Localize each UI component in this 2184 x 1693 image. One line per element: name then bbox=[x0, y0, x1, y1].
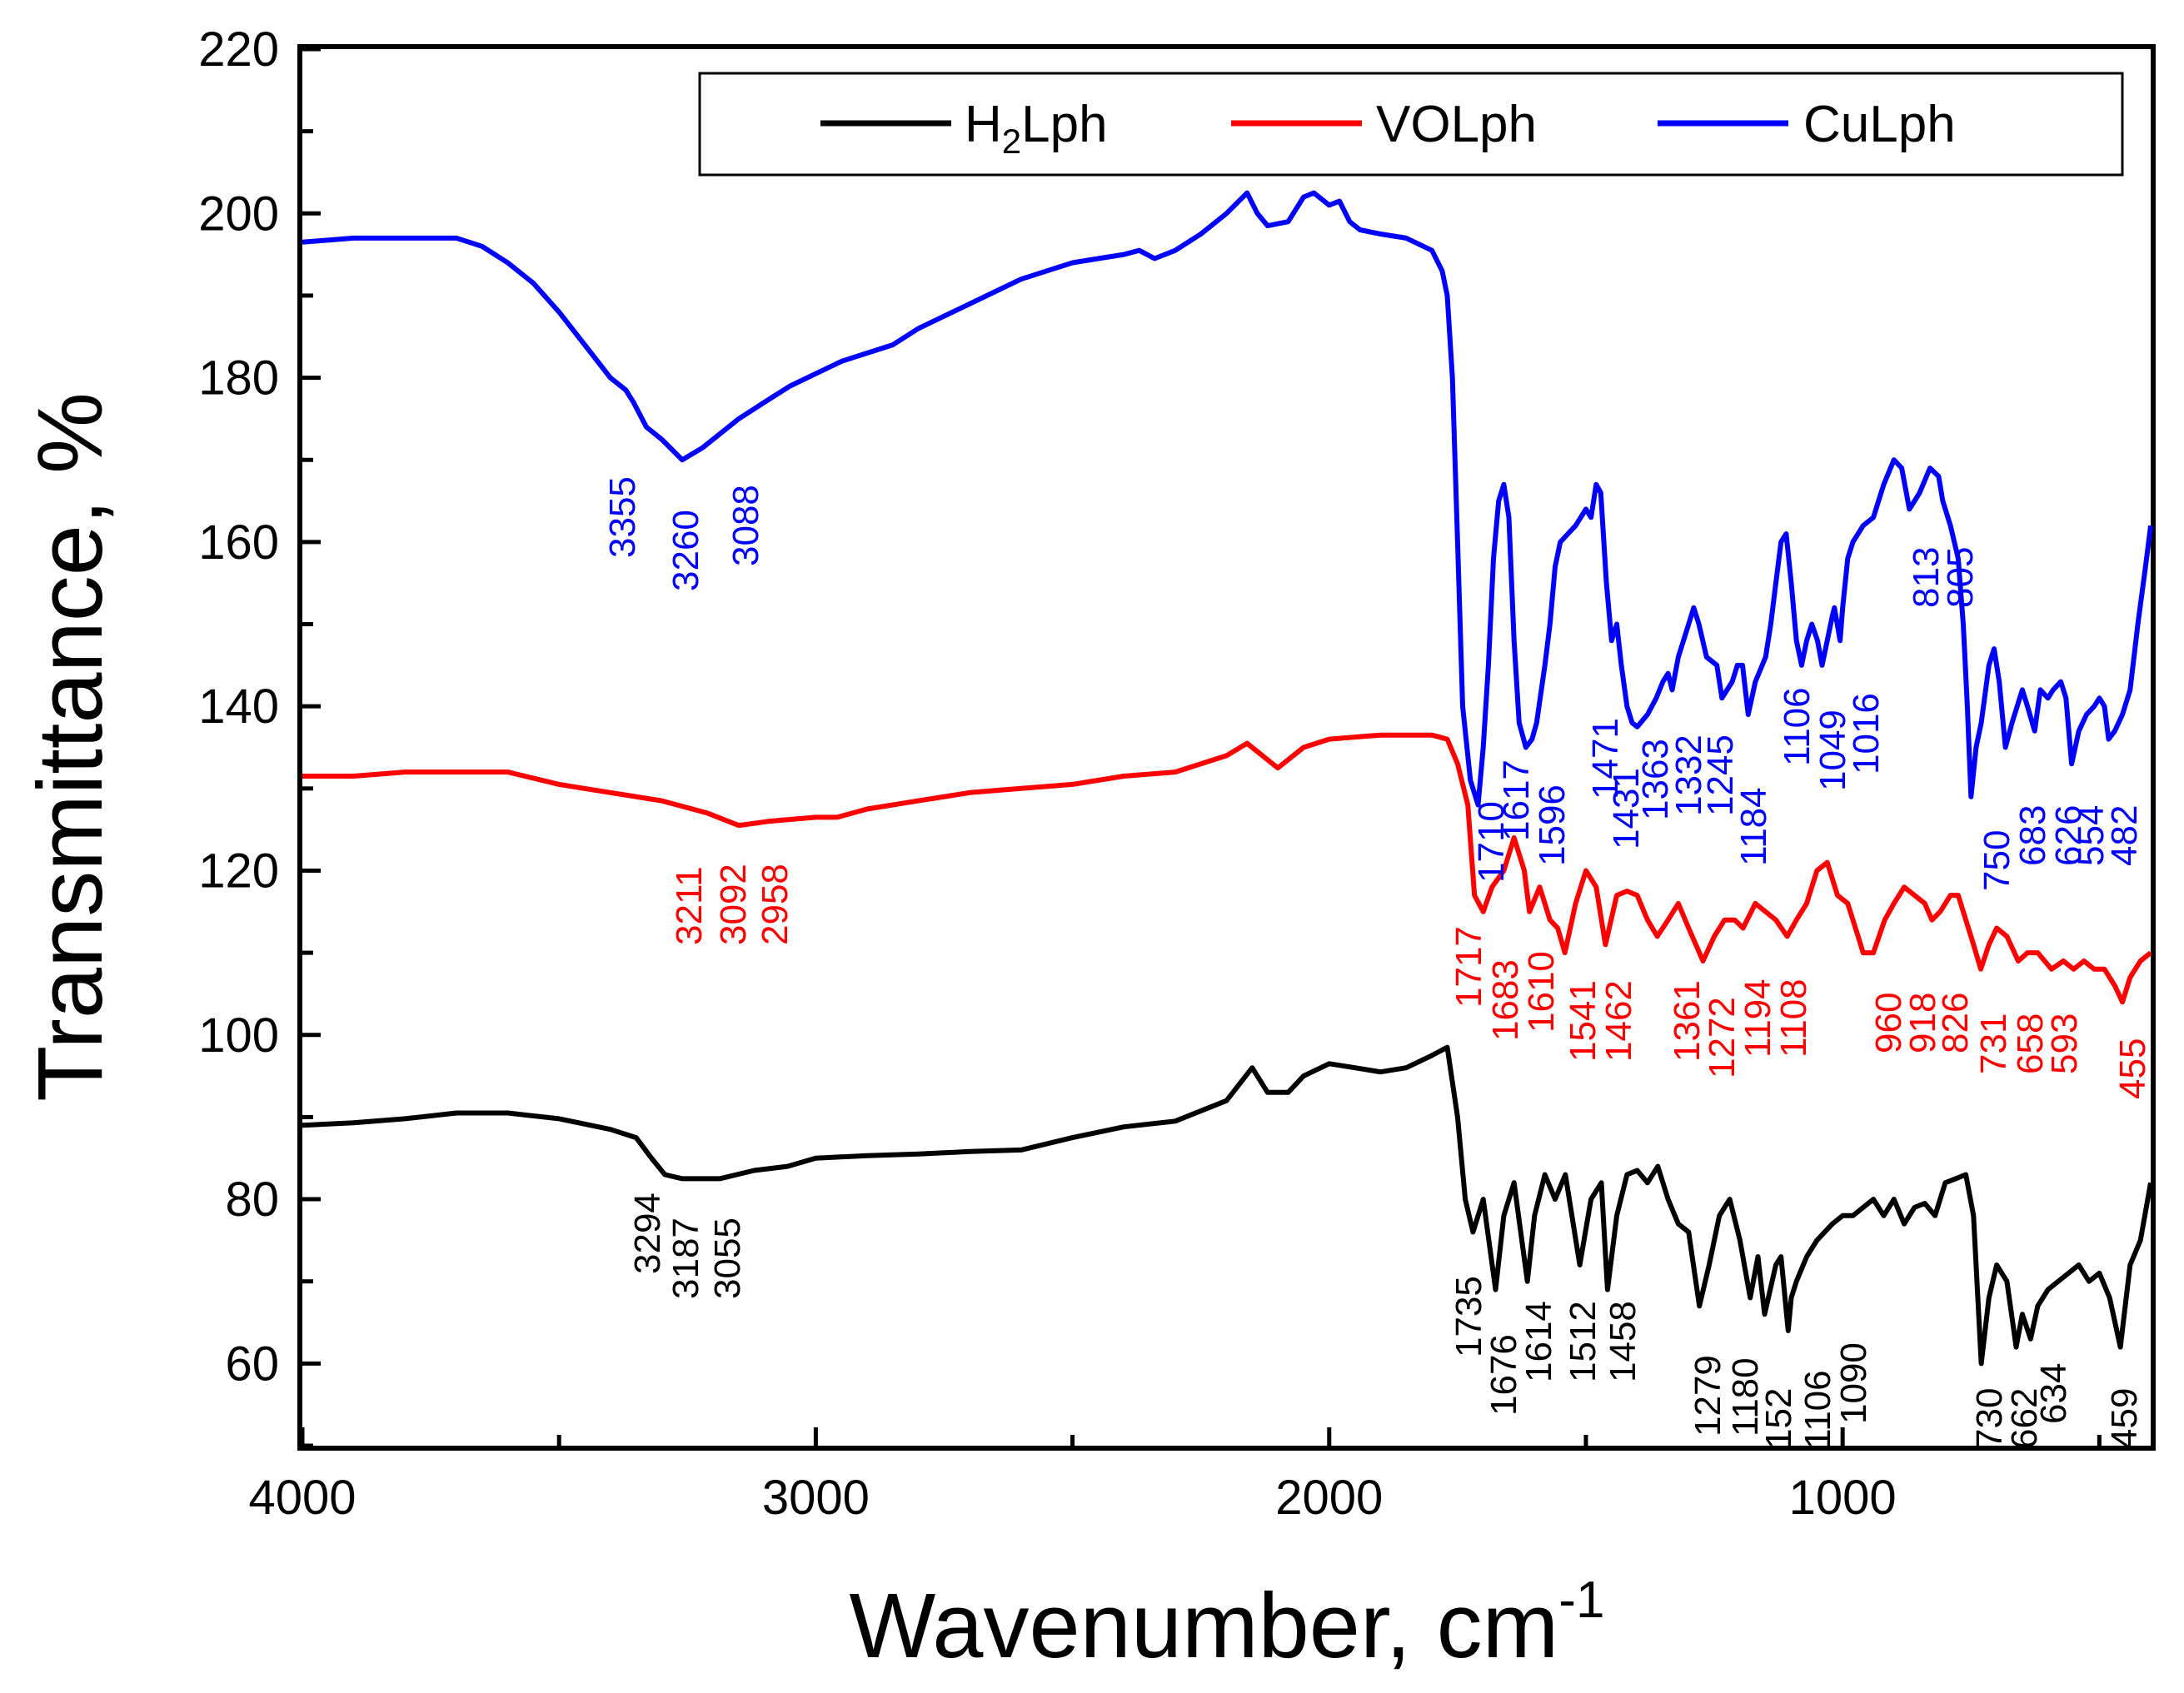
peak-label: 1180 bbox=[1725, 1357, 1766, 1437]
peak-label: 1462 bbox=[1598, 980, 1639, 1062]
y-tick-label: 80 bbox=[225, 1173, 279, 1227]
x-tick-label: 3000 bbox=[762, 1471, 870, 1525]
peak-label: 455 bbox=[2112, 1038, 2153, 1099]
peak-label: 459 bbox=[2104, 1388, 2145, 1449]
peak-label: 1194 bbox=[1738, 978, 1778, 1058]
legend: H2Lph VOLph CuLph bbox=[698, 72, 2124, 177]
peak-label: 1458 bbox=[1603, 1301, 1643, 1382]
y-tick-label: 100 bbox=[198, 1008, 279, 1063]
y-tick-label: 220 bbox=[198, 22, 279, 77]
peak-label: 662 bbox=[2004, 1388, 2045, 1449]
peak-label: 683 bbox=[2012, 805, 2053, 866]
legend-label-h2lph: H2Lph bbox=[965, 96, 1108, 161]
peak-label: 593 bbox=[2044, 1013, 2085, 1074]
peak-label: 805 bbox=[1940, 547, 1981, 608]
peak-label: 1610 bbox=[1521, 951, 1562, 1033]
y-tick-label: 60 bbox=[225, 1337, 279, 1391]
x-tick-label: 4000 bbox=[248, 1471, 356, 1525]
peak-label: 960 bbox=[1868, 993, 1909, 1053]
peak-label: 1676 bbox=[1483, 1334, 1524, 1416]
peak-label: 1049 bbox=[1813, 710, 1853, 791]
peak-label: 1512 bbox=[1563, 1301, 1603, 1382]
peak-label: 731 bbox=[1973, 1013, 2014, 1074]
peak-label: 3294 bbox=[627, 1193, 668, 1274]
peak-label: 1431 bbox=[1606, 768, 1647, 849]
series-lines bbox=[302, 190, 2153, 1367]
peak-label: 1541 bbox=[1563, 980, 1603, 1062]
peak-label: 626 bbox=[2048, 805, 2089, 866]
series-line-culph bbox=[302, 190, 2153, 808]
peak-label: 1016 bbox=[1846, 693, 1887, 774]
peak-label: 1272 bbox=[1702, 997, 1743, 1078]
peak-label: 2958 bbox=[755, 864, 795, 945]
x-axis-title-main: Wavenumber, cm bbox=[850, 1575, 1559, 1677]
peak-label: 3092 bbox=[713, 864, 754, 945]
peak-label: 1617 bbox=[1496, 759, 1537, 841]
peak-label: 1184 bbox=[1733, 787, 1774, 866]
peak-label: 1471 bbox=[1585, 718, 1626, 799]
peak-label: 1363 bbox=[1635, 739, 1676, 820]
peak-label: 918 bbox=[1902, 993, 1943, 1053]
x-axis-title-sup: -1 bbox=[1558, 1571, 1604, 1629]
peak-label: 1245 bbox=[1700, 734, 1741, 816]
y-tick-label: 180 bbox=[198, 351, 279, 406]
peak-label: 1108 bbox=[1773, 978, 1814, 1058]
series-line-h2lph bbox=[302, 1044, 2153, 1367]
peak-label: 1090 bbox=[1833, 1342, 1874, 1424]
peak-label: 1614 bbox=[1518, 1301, 1559, 1382]
x-axis-title: Wavenumber, cm-1 bbox=[850, 1571, 1605, 1677]
peak-label: 1735 bbox=[1449, 1276, 1489, 1357]
y-tick-label: 120 bbox=[198, 844, 279, 898]
y-tick-labels: 60 80 100 120 140 160 180 200 220 bbox=[198, 22, 279, 1391]
peak-label: 1361 bbox=[1667, 980, 1708, 1062]
peak-label: 3211 bbox=[669, 866, 710, 945]
peak-label: 826 bbox=[1935, 993, 1976, 1053]
peak-label: 1106 bbox=[1798, 1370, 1838, 1449]
peak-label: 813 bbox=[1906, 547, 1947, 608]
peak-label: 1106 bbox=[1777, 687, 1818, 766]
legend-label-rest: Lph bbox=[1021, 96, 1107, 153]
legend-label-main: H bbox=[965, 96, 1002, 153]
y-tick-label: 160 bbox=[198, 515, 279, 570]
peak-annotations: 3294 3187 3055 1735 1676 1614 1512 1458 … bbox=[602, 476, 2153, 1449]
legend-label-volph: VOLph bbox=[1376, 96, 1537, 153]
peak-label: 1683 bbox=[1485, 959, 1526, 1041]
peak-label: 482 bbox=[2104, 805, 2145, 866]
peak-label: 658 bbox=[2010, 1013, 2051, 1074]
peak-label: 634 bbox=[2033, 1363, 2074, 1424]
peak-label: 152 bbox=[1758, 1388, 1799, 1449]
legend-label-culph: CuLph bbox=[1803, 96, 1956, 153]
peak-label: 554 bbox=[2071, 805, 2112, 866]
peak-label: 3355 bbox=[602, 476, 643, 558]
peak-label: 3187 bbox=[666, 1217, 706, 1299]
peak-label: 1717 bbox=[1449, 926, 1489, 1008]
peak-label: 730 bbox=[1969, 1388, 2010, 1449]
peak-label: 1710 bbox=[1471, 801, 1512, 883]
y-axis-title: Transmittance, % bbox=[19, 392, 122, 1102]
peak-label: 1279 bbox=[1688, 1355, 1728, 1437]
series-line-volph bbox=[302, 732, 2152, 1005]
y-tick-label: 200 bbox=[198, 187, 279, 241]
peak-label: 1596 bbox=[1532, 784, 1573, 866]
peak-label: 3260 bbox=[666, 510, 706, 591]
peak-label: 3055 bbox=[707, 1217, 748, 1299]
x-tick-label: 1000 bbox=[1789, 1471, 1897, 1525]
y-tick-label: 140 bbox=[198, 680, 279, 734]
plot-frame bbox=[297, 44, 2156, 1451]
x-tick-labels: 4000 3000 2000 1000 bbox=[248, 1471, 1896, 1525]
x-tick-label: 2000 bbox=[1275, 1471, 1383, 1525]
peak-label: 3088 bbox=[726, 485, 766, 566]
axis-ticks bbox=[300, 47, 2102, 1448]
peak-label: 1332 bbox=[1668, 734, 1709, 816]
legend-label-sub: 2 bbox=[1002, 122, 1021, 161]
peak-label: 750 bbox=[1977, 830, 2017, 891]
